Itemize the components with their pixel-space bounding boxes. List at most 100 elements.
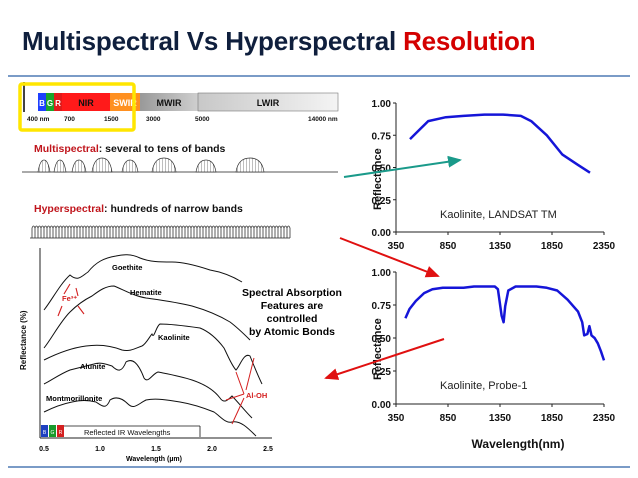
spectrum-tick-1500: 1500	[104, 116, 119, 123]
reflectance-series-line	[409, 113, 591, 174]
chart-xtick-label: 1850	[541, 413, 564, 424]
multispectral-row: Multispectral: several to tens of bands	[22, 143, 338, 173]
teal-arrow	[343, 155, 462, 178]
mineral-xtick-2.5: 2.5	[263, 446, 273, 453]
landsat-chart: Reflectance Kaolinite, LANDSAT TM 0.00 0.…	[372, 99, 616, 252]
ms-band-3	[71, 159, 87, 173]
band-lwir	[197, 92, 339, 112]
spectrum-bar: B G R NIR SWIR MWIR LWIR 400 nm 700 1500…	[18, 82, 339, 132]
title-main: Multispectral Vs Hyperspectral	[22, 26, 397, 56]
legend-band-g	[49, 425, 56, 437]
montmorillonite-curve	[43, 397, 257, 437]
legend-b-text: B	[43, 430, 47, 436]
alunite-curve	[43, 360, 253, 419]
hyperspectral-label-rest: : hundreds of narrow bands	[104, 203, 243, 215]
chart-ytick-label: 0.25	[372, 196, 392, 207]
ms-band-4	[91, 157, 113, 173]
aloh-label: Al-OH	[246, 391, 267, 400]
hyperspectral-label-bold: Hyperspectral	[34, 203, 104, 215]
chart-xtick-label: 850	[440, 241, 457, 252]
chart-xtick-label: 1350	[489, 413, 512, 424]
goethite-label: Goethite	[112, 263, 142, 272]
alunite-label: Alunite	[80, 362, 105, 371]
probe-xlabel: Wavelength(nm)	[472, 437, 565, 451]
band-label-b: B	[39, 99, 45, 108]
red-arrow-to-minerals	[324, 338, 445, 380]
chart-ytick-label: 0.75	[372, 131, 392, 142]
mineral-xtick-0.5: 0.5	[39, 446, 49, 453]
landsat-caption: Kaolinite, LANDSAT TM	[440, 209, 557, 221]
mineral-xtick-2.0: 2.0	[207, 446, 217, 453]
band-b	[38, 93, 46, 111]
top-divider	[8, 75, 630, 77]
chart-xtick-label: 850	[440, 413, 457, 424]
hematite-curve	[43, 285, 251, 349]
ms-band-8	[235, 157, 265, 173]
chart-xtick-label: 1850	[541, 241, 564, 252]
montmorillonite-label: Montmorillonite	[46, 394, 102, 403]
chart-xtick-label: 1350	[489, 241, 512, 252]
chart-ytick-label: 0.00	[372, 400, 392, 411]
chart-xtick-label: 2350	[593, 413, 616, 424]
mineral-xtick-1.5: 1.5	[151, 446, 161, 453]
spectrum-tick-400: 400 nm	[27, 116, 50, 123]
slide-title: Multispectral Vs Hyperspectral Resolutio…	[22, 26, 536, 57]
multispectral-bands	[37, 157, 265, 173]
legend-ir-text: Reflected IR Wavelengths	[84, 428, 171, 437]
mineral-spectra-plot: Reflectance (%) 0.5 1.0 1.5 2.0 2.5 Wave…	[19, 248, 342, 463]
landsat-ylabel: Reflectance	[372, 148, 384, 210]
chart-xtick-label: 2350	[593, 241, 616, 252]
ms-band-1	[37, 159, 51, 173]
ms-band-7	[195, 159, 217, 173]
multispectral-label-bold: Multispectral	[34, 143, 99, 155]
ms-band-5	[121, 159, 139, 173]
goethite-curve	[43, 254, 243, 311]
ms-band-6	[151, 157, 177, 173]
chart-ytick-label: 0.25	[372, 367, 392, 378]
mineral-xlabel: Wavelength (µm)	[126, 456, 182, 463]
spectrum-tick-3000: 3000	[146, 116, 161, 123]
band-nir	[62, 93, 110, 111]
band-label-swir: SWIR	[113, 98, 137, 108]
legend-band-b	[41, 425, 48, 437]
chart-ytick-label: 1.00	[372, 99, 392, 110]
band-label-g: G	[47, 99, 53, 108]
probe-caption: Kaolinite, Probe-1	[440, 380, 527, 392]
kaolinite-curve	[43, 323, 263, 385]
hyperspectral-row: Hyperspectral: hundreds of narrow bands	[30, 203, 291, 239]
aloh-pointer-lines	[225, 357, 255, 425]
band-label-mwir: MWIR	[157, 98, 182, 108]
fe-pointer-lines	[57, 283, 85, 317]
spectrum-tick-14000: 14000 nm	[308, 116, 338, 123]
chart-xtick-label: 350	[388, 413, 405, 424]
chart-ytick-label: 0.50	[372, 164, 392, 175]
band-r	[54, 93, 62, 111]
multispectral-label: Multispectral: several to tens of bands	[34, 143, 226, 155]
probe-chart: Reflectance Kaolinite, Probe-1 Wavelengt…	[372, 268, 616, 451]
visible-swir-highlight-box	[18, 82, 136, 132]
chart-ytick-label: 1.00	[372, 268, 392, 279]
hyperspectral-label: Hyperspectral: hundreds of narrow bands	[34, 203, 243, 215]
note-line-4: by Atomic Bonds	[249, 326, 335, 338]
mineral-ylabel: Reflectance (%)	[19, 310, 28, 370]
band-label-lwir: LWIR	[257, 98, 280, 108]
note-line-1: Spectral Absorption	[242, 287, 342, 299]
hyperspectral-bands	[31, 225, 291, 238]
note-line-2: Features are	[261, 300, 324, 312]
ms-band-2	[53, 159, 67, 173]
band-g	[46, 93, 54, 111]
hematite-label: Hematite	[130, 288, 162, 297]
reflectance-series-line	[404, 285, 606, 361]
band-label-nir: NIR	[78, 98, 94, 108]
band-label-r: R	[55, 99, 61, 108]
chart-ytick-label: 0.75	[372, 301, 392, 312]
bottom-divider	[8, 466, 630, 468]
spectrum-tick-5000: 5000	[195, 116, 210, 123]
multispectral-label-rest: : several to tens of bands	[99, 143, 226, 155]
fe-label: Fe³⁺	[62, 294, 77, 303]
probe-ylabel: Reflectance	[372, 318, 384, 380]
chart-xtick-label: 350	[388, 241, 405, 252]
spectrum-tick-700: 700	[64, 116, 75, 123]
kaolinite-label: Kaolinite	[158, 333, 190, 342]
